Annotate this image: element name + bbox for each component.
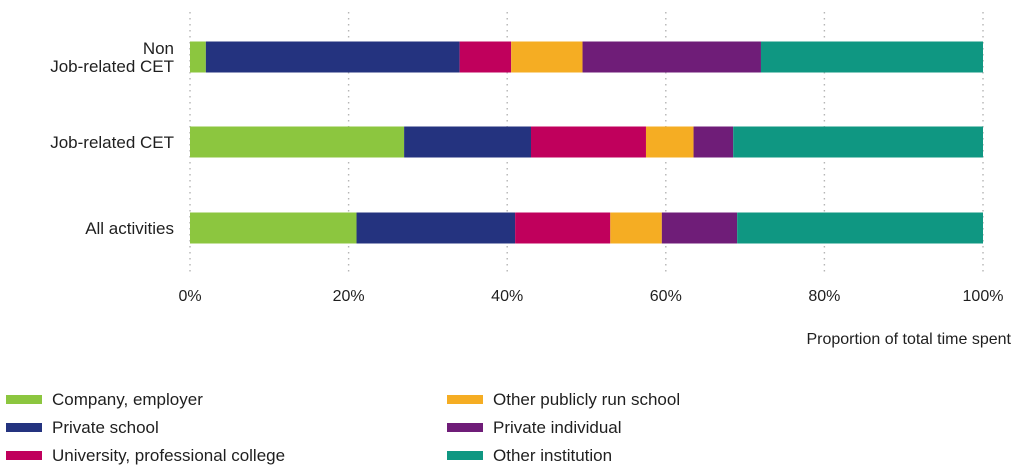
bar-segment [737, 212, 983, 244]
x-tick-label: 40% [491, 288, 523, 305]
bar-segment [190, 212, 357, 244]
legend-label: Company, employer [52, 390, 203, 409]
legend-swatch [6, 395, 42, 404]
x-axis-title: Proportion of total time spent [806, 331, 1011, 348]
legend-swatch [447, 451, 483, 460]
category-label: Job-related CET [50, 133, 174, 152]
legend-label: Other publicly run school [493, 390, 680, 409]
bar-segment [582, 41, 761, 73]
bar-segment [515, 212, 611, 244]
legend-label: Other institution [493, 446, 612, 465]
legend-swatch [447, 395, 483, 404]
bar-segment [205, 41, 460, 73]
bar-segment [511, 41, 583, 73]
legend: Company, employer Private school Universit… [6, 390, 680, 465]
x-tick-label: 60% [650, 288, 682, 305]
bar-segment [693, 126, 734, 158]
legend-label: Private school [52, 418, 159, 437]
bar-segment [610, 212, 662, 244]
x-tick-label: 0% [178, 288, 201, 305]
bars [190, 41, 983, 244]
bar-segment [645, 126, 694, 158]
bar-segment [661, 212, 738, 244]
bar-segment [404, 126, 531, 158]
legend-swatch [6, 451, 42, 460]
category-label: All activities [85, 219, 174, 238]
bar-segment [530, 126, 646, 158]
bar-segment [760, 41, 983, 73]
legend-label: Private individual [493, 418, 622, 437]
legend-label: University, professional college [52, 446, 285, 465]
bar-segment [190, 41, 206, 73]
legend-swatch [6, 423, 42, 432]
category-label: Job-related CET [50, 57, 174, 76]
x-tick-label: 100% [963, 288, 1004, 305]
legend-swatch [447, 423, 483, 432]
x-tick-label: 20% [333, 288, 365, 305]
bar-segment [356, 212, 516, 244]
bar-segment [190, 126, 405, 158]
category-label: Non [143, 39, 174, 58]
bar-segment [459, 41, 512, 73]
bar-segment [733, 126, 983, 158]
x-tick-labels: 0% 20% 40% 60% 80% 100% [178, 288, 1003, 305]
x-tick-label: 80% [808, 288, 840, 305]
